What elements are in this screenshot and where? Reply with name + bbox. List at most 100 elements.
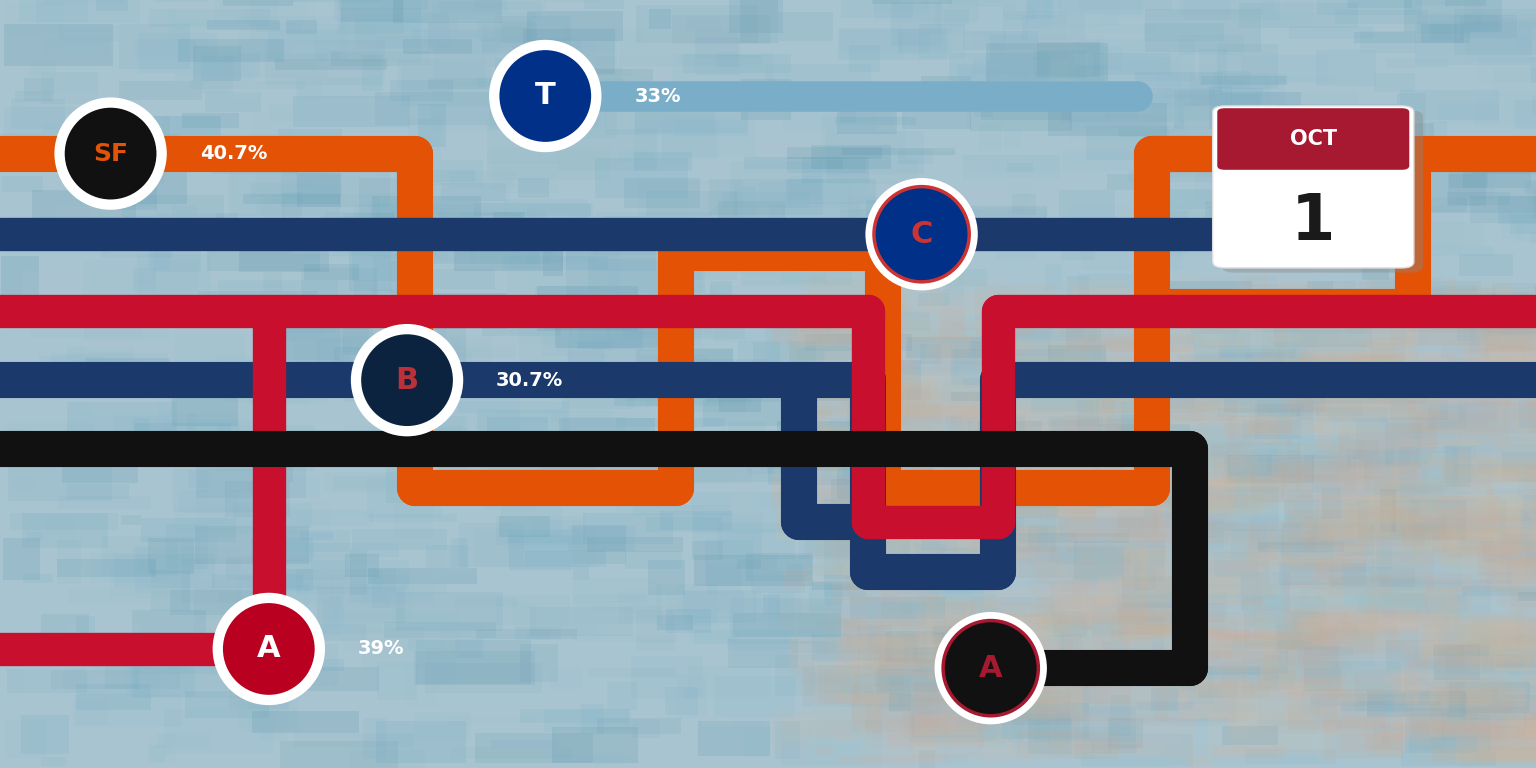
Bar [1364, 495, 1464, 505]
Bar [295, 77, 381, 98]
Bar [41, 635, 65, 662]
Bar [1253, 307, 1396, 332]
Bar [1453, 617, 1521, 652]
Bar [813, 333, 877, 376]
Bar [1415, 0, 1461, 5]
Bar [114, 554, 215, 588]
Bar [1501, 344, 1536, 352]
Bar [1206, 629, 1250, 642]
Bar [846, 520, 915, 551]
Bar [1456, 17, 1519, 38]
Bar [151, 570, 190, 611]
Bar [1055, 621, 1087, 651]
Bar [879, 582, 938, 601]
Bar [1255, 404, 1315, 439]
Bar [694, 98, 736, 131]
Bar [530, 607, 633, 636]
Bar [1140, 548, 1281, 594]
Bar [879, 667, 928, 709]
Bar [207, 20, 280, 30]
Bar [982, 198, 1044, 237]
Bar [364, 301, 418, 328]
Bar [1326, 525, 1455, 535]
Bar [674, 121, 748, 136]
Bar [207, 462, 295, 505]
Bar [1209, 710, 1322, 755]
Bar [25, 78, 54, 101]
Bar [813, 634, 919, 661]
Bar [280, 741, 398, 768]
Bar [249, 475, 321, 498]
Bar [1238, 114, 1322, 144]
Bar [1201, 491, 1264, 514]
Text: T: T [535, 81, 556, 111]
Bar [1415, 296, 1441, 307]
Bar [66, 634, 149, 669]
Bar [1289, 379, 1313, 406]
Bar [1516, 220, 1536, 243]
Bar [444, 0, 459, 5]
Bar [257, 200, 284, 217]
Bar [637, 180, 742, 219]
Bar [734, 186, 756, 217]
Bar [922, 534, 942, 547]
Bar [1186, 333, 1252, 368]
Bar [1491, 358, 1519, 399]
Bar [948, 736, 1014, 761]
Bar [1077, 39, 1195, 81]
Bar [1217, 44, 1278, 89]
Bar [877, 669, 978, 692]
Bar [972, 58, 1051, 74]
Bar [826, 615, 943, 634]
Bar [1481, 381, 1536, 411]
Bar [1117, 510, 1169, 528]
Bar [1479, 652, 1536, 689]
Bar [1324, 326, 1392, 343]
Bar [101, 188, 181, 220]
Bar [521, 230, 587, 251]
Bar [1428, 405, 1467, 429]
Bar [1243, 420, 1301, 439]
Bar [1069, 58, 1100, 84]
Bar [1011, 282, 1127, 314]
Bar [791, 641, 842, 653]
Bar [1028, 12, 1103, 39]
Bar [777, 421, 891, 453]
Bar [1267, 531, 1379, 566]
Bar [496, 78, 565, 112]
Bar [462, 214, 522, 253]
Bar [147, 734, 175, 764]
Bar [1195, 688, 1344, 697]
Bar [1432, 615, 1482, 632]
Bar [1359, 511, 1461, 548]
Bar [899, 149, 934, 164]
Bar [1319, 578, 1342, 617]
Bar [877, 513, 928, 551]
Bar [1124, 37, 1220, 61]
Bar [1284, 499, 1358, 528]
Bar [1054, 362, 1086, 378]
Bar [1447, 446, 1471, 488]
Bar [880, 366, 958, 376]
Bar [788, 318, 895, 359]
Bar [20, 715, 69, 754]
Bar [343, 213, 395, 246]
Bar [780, 336, 865, 346]
Bar [1399, 91, 1499, 121]
Bar [854, 424, 929, 460]
Bar [1390, 568, 1504, 593]
Bar [1141, 518, 1279, 544]
Bar [731, 478, 759, 520]
Bar [1478, 313, 1536, 352]
Bar [805, 383, 931, 399]
Bar [777, 488, 860, 507]
Bar [570, 391, 645, 437]
Bar [1445, 528, 1536, 553]
Bar [1111, 631, 1190, 656]
Bar [333, 228, 367, 243]
Bar [645, 443, 753, 464]
Bar [685, 359, 770, 392]
Bar [324, 472, 421, 492]
Bar [1519, 634, 1536, 644]
Bar [972, 398, 1115, 411]
